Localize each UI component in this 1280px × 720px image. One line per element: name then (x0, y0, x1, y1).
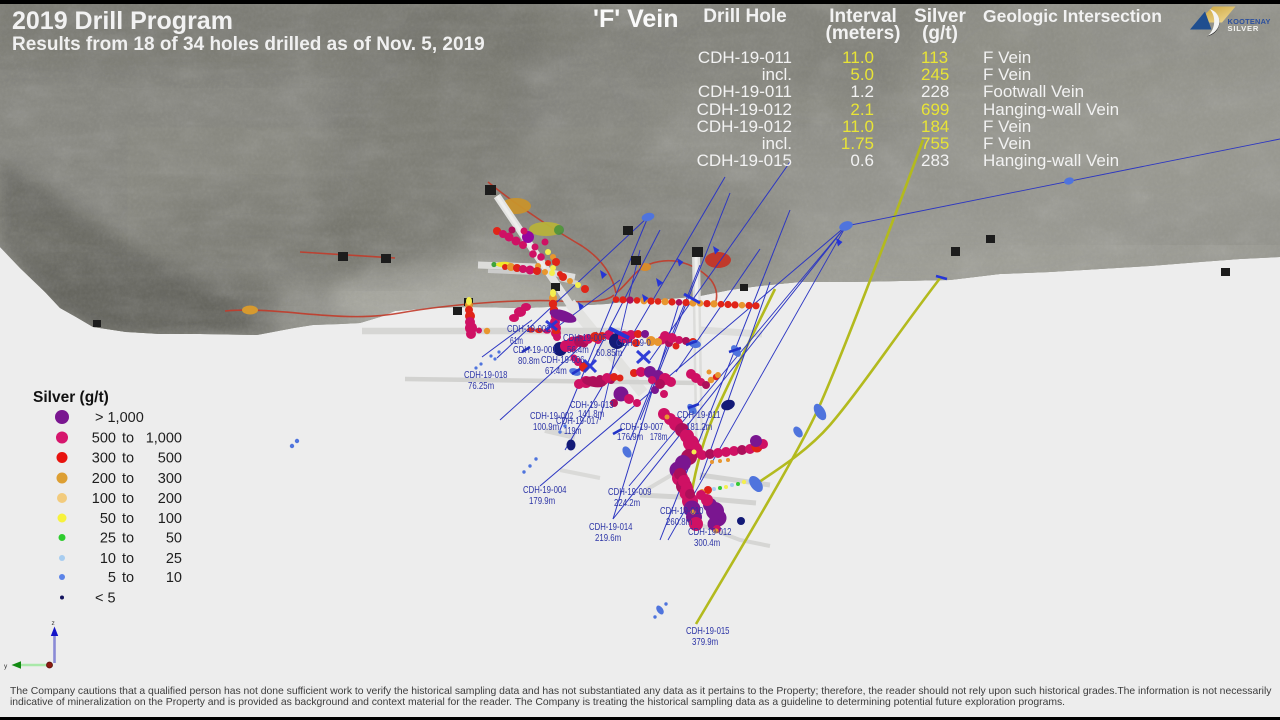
svg-text:CDH-19-004: CDH-19-004 (523, 484, 567, 496)
svg-text:KOOTENAY: KOOTENAY (1228, 17, 1271, 26)
svg-text:67.4m: 67.4m (545, 365, 567, 377)
svg-text:200: 200 (92, 471, 116, 487)
svg-text:< 5: < 5 (95, 591, 116, 607)
svg-text:100: 100 (158, 511, 182, 527)
svg-text:178m: 178m (650, 431, 668, 443)
svg-text:CDH-19-013: CDH-19-013 (570, 399, 614, 411)
svg-text:y: y (4, 663, 8, 670)
svg-text:Silver (g/t): Silver (g/t) (33, 389, 109, 406)
svg-text:to: to (122, 431, 134, 447)
svg-text:176.9m: 176.9m (617, 431, 643, 443)
svg-text:CDH-19-007: CDH-19-007 (620, 421, 664, 433)
svg-text:to: to (122, 531, 134, 547)
svg-text:z: z (52, 620, 55, 627)
svg-text:1,000: 1,000 (146, 431, 182, 447)
svg-text:10: 10 (100, 551, 116, 567)
svg-text:CDH-19-012: CDH-19-012 (688, 526, 732, 538)
svg-text:CDH-19-0: CDH-19-0 (616, 337, 651, 349)
svg-text:25: 25 (166, 551, 182, 567)
svg-text:80.8m: 80.8m (518, 355, 540, 367)
svg-text:25: 25 (100, 531, 116, 547)
svg-text:10: 10 (166, 570, 182, 586)
svg-text:141.8m: 141.8m (578, 408, 604, 420)
svg-text:> 1,000: > 1,000 (95, 410, 144, 426)
svg-text:CDH-19-002: CDH-19-002 (530, 410, 574, 422)
svg-text:300: 300 (158, 471, 182, 487)
svg-text:CDH-19-014: CDH-19-014 (589, 521, 633, 533)
svg-text:CDH-19-001: CDH-19-001 (513, 344, 557, 356)
svg-text:CDH-19-011: CDH-19-011 (677, 409, 721, 421)
svg-text:200: 200 (158, 491, 182, 507)
svg-text:61m: 61m (510, 335, 523, 347)
svg-text:260.8m: 260.8m (666, 516, 692, 528)
svg-text:60.85m: 60.85m (596, 347, 622, 359)
svg-text:50: 50 (166, 531, 182, 547)
svg-text:CDH-19-006: CDH-19-006 (541, 354, 585, 366)
svg-text:500: 500 (158, 451, 182, 467)
svg-text:100.9m: 100.9m (533, 421, 559, 433)
svg-text:219.6m: 219.6m (595, 532, 621, 544)
svg-text:5: 5 (108, 570, 116, 586)
svg-text:119m: 119m (564, 425, 582, 437)
svg-text:300: 300 (92, 451, 116, 467)
svg-text:76.25m: 76.25m (468, 380, 494, 392)
svg-text:CDH-19-005: CDH-19-005 (563, 332, 607, 344)
svg-text:CDH-19-002: CDH-19-002 (507, 323, 551, 335)
svg-text:179.9m: 179.9m (529, 495, 555, 507)
svg-text:CDH-19-015: CDH-19-015 (686, 625, 730, 637)
svg-text:CDH-19-010: CDH-19-010 (660, 505, 704, 517)
svg-text:50: 50 (100, 511, 116, 527)
svg-text:to: to (122, 551, 134, 567)
svg-text:224.2m: 224.2m (614, 497, 640, 509)
svg-text:300.4m: 300.4m (694, 537, 720, 549)
svg-text:56.4m: 56.4m (567, 344, 589, 356)
svg-text:100: 100 (92, 491, 116, 507)
svg-text:to: to (122, 570, 134, 586)
svg-text:CDH-19-018: CDH-19-018 (464, 369, 508, 381)
svg-text:to: to (122, 471, 134, 487)
svg-text:to: to (122, 451, 134, 467)
svg-text:181.2m: 181.2m (686, 421, 712, 433)
svg-text:to: to (122, 511, 134, 527)
svg-text:to: to (122, 491, 134, 507)
svg-text:CDH-19-009: CDH-19-009 (608, 486, 652, 498)
svg-text:500: 500 (92, 431, 116, 447)
svg-text:379.9m: 379.9m (692, 636, 718, 648)
svg-text:SILVER: SILVER (1228, 24, 1260, 33)
svg-text:CDH-19-017: CDH-19-017 (556, 415, 600, 427)
